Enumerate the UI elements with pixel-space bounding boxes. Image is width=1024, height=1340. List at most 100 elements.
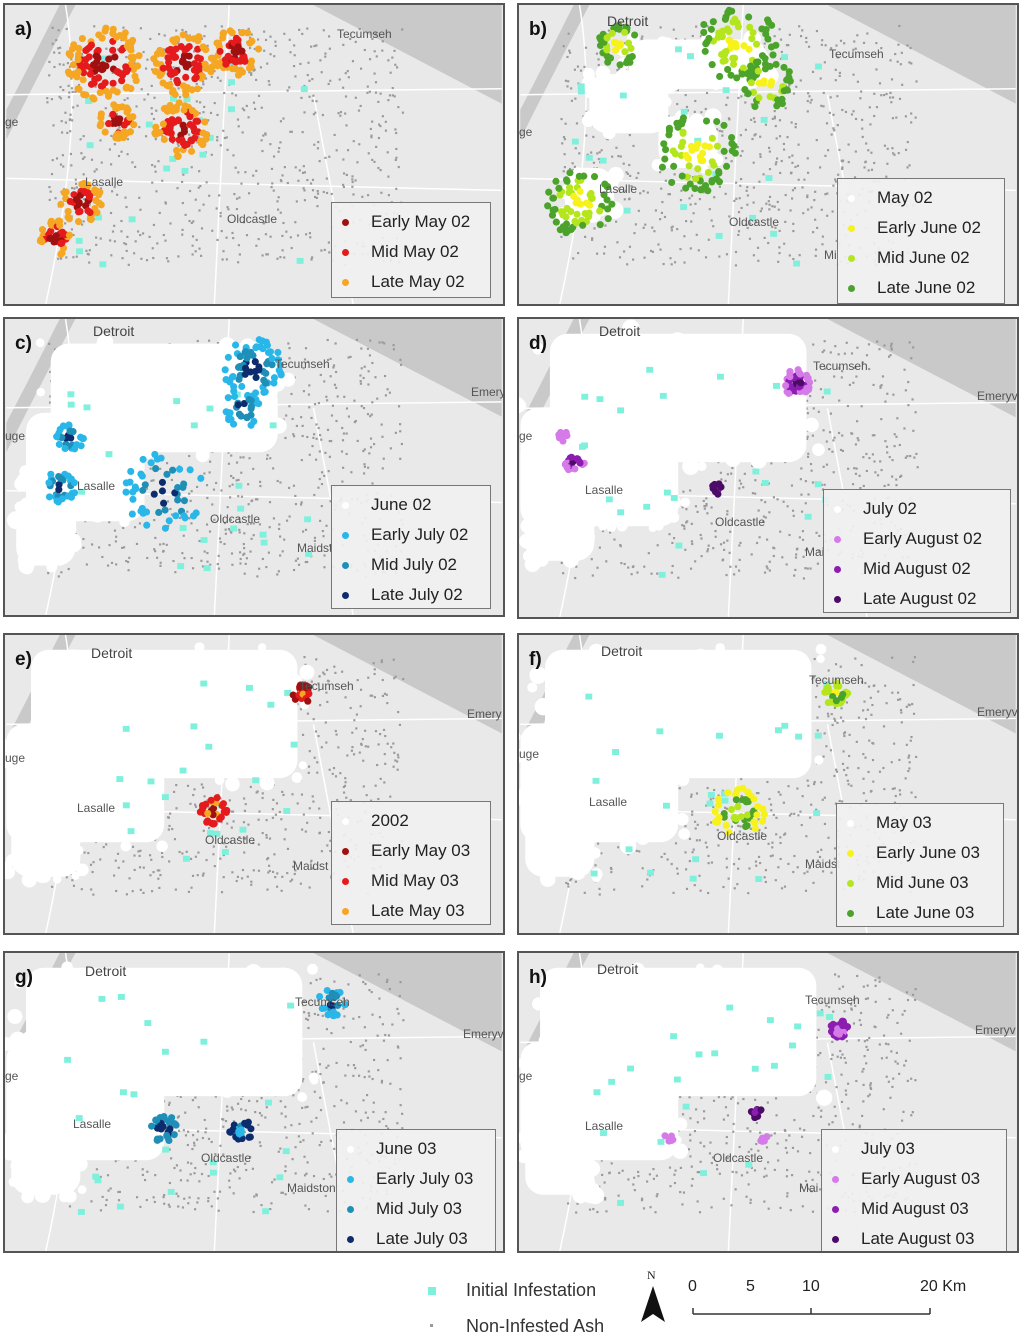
legend-label: Early August 03 — [861, 1169, 981, 1188]
map-canvas — [519, 319, 1016, 617]
north-arrow-icon — [641, 1286, 665, 1322]
legend-swatch — [342, 218, 349, 226]
legend-swatch — [342, 847, 349, 855]
legend-label: Mid June 03 — [876, 873, 969, 892]
initial-infestation-points — [571, 46, 822, 267]
place-name: ge — [519, 125, 533, 139]
legend-item: Late August 03 — [832, 1224, 1000, 1251]
place-name: Emeryv — [975, 1023, 1016, 1037]
place-name: Emeryvi — [463, 1027, 505, 1041]
place-name: ge — [519, 1069, 533, 1083]
legend-swatch — [347, 1145, 354, 1153]
place-name: Emeryv — [977, 705, 1018, 719]
legend-item: Mid August 03 — [832, 1194, 1000, 1224]
place-name: Tecumseh — [295, 995, 350, 1009]
legend-swatch — [848, 254, 855, 262]
place-name: Oldcastle — [201, 1151, 252, 1165]
legend-item: Early August 03 — [832, 1164, 1000, 1194]
legend-swatch — [342, 531, 349, 539]
legend-label: May 03 — [876, 813, 932, 832]
legend-label: Mid August 02 — [863, 559, 971, 578]
scale-tick-5: 5 — [746, 1278, 755, 1295]
place-name: Lasalle — [599, 182, 638, 196]
initial-infestation-points — [593, 1004, 834, 1206]
previous-infestation-extent — [5, 961, 319, 1204]
non-infested-ash-swatch — [430, 1324, 433, 1327]
place-name: Mi — [824, 248, 837, 262]
legend-label: 2002 — [371, 811, 409, 830]
legend-item: Early July 03 — [347, 1164, 489, 1194]
map-key: Initial Infestation Non-Infested Ash — [420, 1278, 630, 1336]
legend-swatch — [832, 1235, 839, 1243]
legend-swatch — [847, 849, 854, 857]
legend-swatch — [848, 284, 855, 292]
new-infestation-points — [196, 681, 313, 828]
panel-label: c) — [15, 333, 32, 354]
place-name: Lasalle — [77, 801, 116, 815]
panel-legend: June 02 Early July 02 Mid July 02 Late July… — [331, 485, 491, 609]
legend-swatch — [342, 907, 349, 915]
initial-infestation-label: Initial Infestation — [466, 1280, 597, 1300]
legend-item: Mid May 03 — [342, 866, 484, 896]
panel-legend: May 02 Early June 02 Mid June 02 Late June … — [837, 178, 1005, 304]
place-name: uge — [519, 747, 540, 761]
legend-item: Early June 02 — [848, 213, 998, 243]
panel-legend: July 02 Early August 02 Mid August 02 Late … — [823, 489, 1011, 613]
place-name: Emery — [471, 385, 505, 399]
scale-bar: 0 5 10 20 Km — [688, 1278, 970, 1328]
legend-label: Late June 02 — [877, 278, 976, 297]
panel-label: g) — [15, 967, 33, 988]
legend-item: June 03 — [347, 1134, 489, 1164]
legend-item: Late July 02 — [342, 580, 484, 610]
panel-legend: July 03 Early August 03 Mid August 03 Late … — [821, 1129, 1007, 1251]
legend-item: Late July 03 — [347, 1224, 489, 1251]
place-name: Tecumseh — [809, 673, 864, 687]
scale-tick-20: 20 Km — [920, 1278, 967, 1295]
place-name: Maidst — [297, 541, 333, 555]
legend-label: Late August 02 — [863, 589, 977, 608]
north-label: N — [647, 1268, 656, 1282]
map-panel-f: f) Detroit Tecumseh Lasalle Oldcastle Emeryv M… — [517, 633, 1019, 935]
panel-label: f) — [529, 649, 542, 670]
panel-legend: June 03 Early July 03 Mid July 03 Late July… — [336, 1129, 496, 1251]
map-panel-d: d) Detroit Tecumseh Lasalle Oldcastle Emeryv M… — [517, 317, 1019, 619]
place-name: Oldcastle — [715, 515, 766, 529]
previous-infestation-extent — [519, 319, 825, 573]
legend-label: Late July 02 — [371, 585, 463, 604]
map-canvas — [5, 953, 502, 1251]
legend-swatch — [847, 819, 854, 827]
new-infestation-points — [555, 366, 814, 498]
place-name: Tecumseh — [337, 27, 392, 41]
legend-item: Mid June 03 — [847, 868, 997, 898]
place-name: ge — [519, 429, 533, 443]
legend-label: Late May 02 — [371, 272, 465, 291]
water-body — [827, 953, 1016, 1052]
legend-item: 2002 — [342, 806, 484, 836]
map-panel-c: c) Detroit Tecumseh Lasalle Oldcastle Emery Ma… — [3, 317, 505, 617]
legend-item: Late June 02 — [848, 273, 998, 303]
legend-label: Mid May 02 — [371, 242, 459, 261]
place-name: Lasalle — [73, 1117, 112, 1131]
water-body — [827, 319, 1016, 418]
place-name: Mai — [805, 545, 825, 559]
scale-tick-0: 0 — [688, 1278, 697, 1295]
legend-label: Late July 03 — [376, 1229, 468, 1248]
legend-label: July 03 — [861, 1139, 915, 1158]
legend-label: Late June 03 — [876, 903, 975, 922]
legend-label: Early July 02 — [371, 525, 469, 544]
place-name: Tecumseh — [829, 47, 884, 61]
north-arrow: N — [637, 1268, 669, 1330]
water-body — [827, 5, 1016, 104]
place-name: Oldcastle — [713, 1151, 764, 1165]
legend-item: Early July 02 — [342, 520, 484, 550]
legend-label: Early June 03 — [876, 843, 980, 862]
water-body — [313, 635, 502, 734]
legend-label: Mid July 03 — [376, 1199, 462, 1218]
place-name: Oldcastle — [729, 215, 780, 229]
legend-item: Mid June 02 — [848, 243, 998, 273]
legend-swatch — [847, 909, 854, 917]
initial-infestation-swatch — [428, 1287, 436, 1295]
legend-label: May 02 — [877, 188, 933, 207]
legend-swatch — [342, 877, 349, 885]
non-infested-ash-label: Non-Infested Ash — [466, 1316, 605, 1336]
